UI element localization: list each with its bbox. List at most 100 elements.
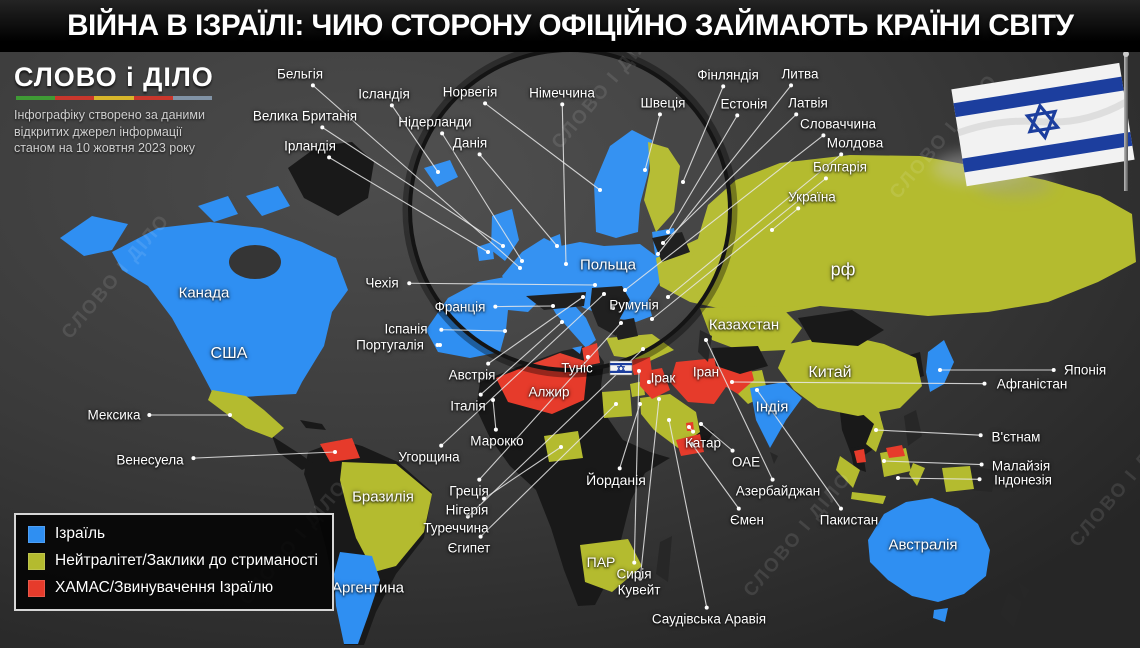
country-shape: [630, 357, 652, 375]
leader-dot: [637, 369, 641, 373]
leader-dot: [882, 459, 886, 463]
leader-line: [667, 115, 738, 233]
leader-dot: [147, 413, 152, 417]
leader-line: [492, 399, 497, 430]
leader-line: [409, 282, 596, 286]
leader-dot: [228, 413, 232, 417]
leader-dot: [982, 381, 987, 386]
leader-dot: [730, 448, 735, 453]
country-shape: [926, 340, 954, 392]
country-shape: [933, 608, 948, 622]
country-shape: [770, 452, 778, 464]
leader-dot: [938, 368, 942, 372]
leader-line: [440, 293, 605, 447]
country-shape: [652, 232, 690, 262]
leader-line: [651, 177, 827, 320]
country-shape: [590, 286, 630, 336]
leader-dot: [389, 103, 394, 108]
leader-line: [700, 423, 733, 452]
leader-dot: [770, 477, 775, 482]
leader-line: [691, 443, 740, 509]
leader-dot: [657, 112, 662, 117]
leader-line: [771, 207, 799, 231]
leader-dot: [641, 347, 645, 351]
country-shape: [909, 463, 925, 486]
leader-dot: [687, 425, 691, 429]
leader-line: [441, 329, 506, 332]
country-shape: [476, 345, 670, 606]
leader-dot: [503, 329, 507, 333]
leader-dot: [617, 466, 622, 471]
leader-dot: [735, 113, 740, 118]
country-shape: [424, 160, 458, 187]
leader-dot: [439, 443, 444, 448]
legend: Ізраїль Нейтралітет/Заклики до стриманос…: [14, 513, 334, 611]
flag-pole: [1124, 55, 1128, 191]
leader-line: [756, 389, 842, 509]
leader-line: [875, 429, 981, 436]
leader-dot: [518, 266, 522, 270]
leader-line: [391, 105, 439, 173]
leader-line: [480, 321, 563, 396]
leader-line: [668, 419, 708, 608]
leader-dot: [691, 429, 696, 434]
europe-lens: [402, 42, 738, 378]
leader-line: [467, 348, 644, 518]
leader-dot: [623, 288, 627, 292]
leader-dot: [438, 343, 442, 347]
country-shape: [1000, 592, 1022, 628]
leader-dot: [493, 304, 498, 309]
leader-dot: [721, 84, 726, 89]
logo-brand: СЛОВО і ДІЛО: [14, 62, 214, 92]
leader-dot: [755, 388, 759, 392]
leader-dot: [650, 317, 654, 321]
country-shape: [670, 358, 728, 404]
leader-dot: [486, 361, 491, 366]
leader-dot: [690, 442, 694, 446]
logo-tagline-line1: Інфографіку створено за даними: [14, 108, 205, 122]
leader-line: [624, 134, 824, 291]
country-shape: [778, 334, 922, 416]
leader-line: [662, 113, 797, 244]
leader-line: [483, 446, 562, 500]
country-shape: [582, 343, 600, 366]
country-shape: [572, 346, 582, 354]
leader-dot: [486, 250, 490, 254]
country-shape: [334, 552, 380, 644]
leader-dot: [823, 176, 828, 181]
leader-line: [312, 84, 521, 269]
leader-line: [441, 133, 523, 262]
country-shape: [320, 438, 360, 462]
legend-label-neutral: Нейтралітет/Заклики до стриманості: [55, 552, 318, 569]
leader-dot: [501, 244, 505, 248]
legend-label-hamas: ХАМАС/Звинувачення Ізраїлю: [55, 579, 274, 596]
country-shape: [640, 368, 670, 399]
leader-dot: [638, 402, 642, 406]
leader-dot: [593, 283, 597, 287]
country-shape: [112, 222, 348, 398]
leader-dot: [611, 306, 615, 310]
leader-dot: [657, 397, 661, 401]
country-shape: [198, 196, 238, 222]
leader-line: [633, 370, 640, 563]
country-shape: [656, 536, 672, 582]
country-shape: [698, 330, 712, 362]
country-shape: [836, 456, 860, 488]
country-shape: [580, 539, 642, 592]
leader-dot: [704, 605, 709, 610]
leader-line: [897, 477, 980, 480]
country-shape: [968, 466, 996, 492]
leader-dot: [796, 206, 801, 211]
leader-line: [667, 153, 842, 298]
leader-dot: [478, 534, 483, 539]
country-shape: [246, 186, 290, 216]
leader-dot: [704, 338, 708, 342]
country-shape: [886, 445, 905, 458]
leader-dot: [439, 327, 444, 332]
legend-label-israel: Ізраїль: [55, 525, 106, 542]
logo-strip-segment: [94, 96, 134, 100]
leader-line: [682, 86, 724, 183]
leader-dot: [647, 380, 651, 384]
hudson-bay: [229, 245, 281, 279]
leader-dot: [598, 188, 602, 192]
